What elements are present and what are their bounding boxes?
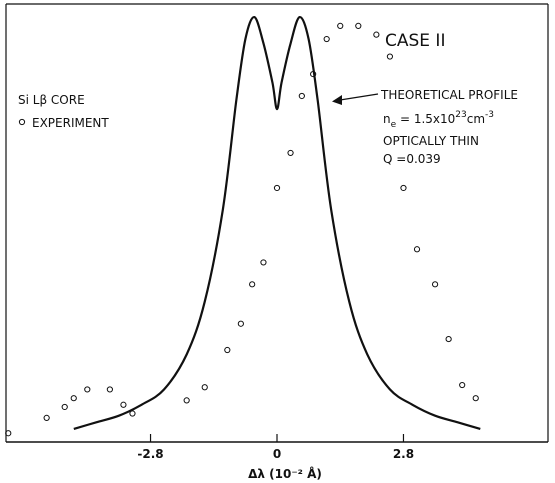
data-point [373, 31, 380, 38]
data-point [337, 22, 344, 29]
density-sub: e [391, 120, 397, 130]
data-point [224, 346, 231, 354]
experiment-points [5, 22, 479, 437]
density-base: n [383, 112, 391, 126]
data-point [472, 395, 479, 402]
data-point [120, 401, 127, 408]
axes [5, 3, 549, 443]
data-point [201, 384, 208, 391]
theoretical-profile-curve [73, 16, 481, 430]
data-point [260, 259, 267, 266]
data-point [400, 184, 407, 192]
data-point [70, 395, 77, 402]
data-point [323, 35, 330, 43]
theory-label: THEORETICAL PROFILE [380, 88, 518, 102]
x-tick-label: 0 [273, 447, 281, 461]
density-unit-exp: -3 [485, 110, 494, 120]
optically-thin-label: OPTICALLY THIN [383, 134, 479, 148]
data-point [459, 381, 466, 389]
data-point [445, 335, 452, 343]
x-axis-label: Δλ (10⁻² Å) [248, 466, 322, 481]
density-label: ne = 1.5x1023cm-3 [383, 110, 494, 130]
theory-annotation-arrow [332, 93, 379, 105]
legend-marker [18, 118, 26, 126]
data-point [386, 53, 394, 60]
data-point [129, 410, 136, 417]
density-value: = 1.5x10 [396, 112, 455, 126]
data-point [183, 397, 190, 404]
density-exp: 23 [455, 110, 466, 120]
x-tick-label: -2.8 [137, 447, 163, 461]
data-point [298, 92, 305, 100]
data-point [287, 149, 294, 157]
data-point [355, 22, 362, 29]
data-point [43, 414, 50, 422]
data-point [249, 281, 256, 288]
legend-title: Si Lβ CORE [18, 93, 85, 107]
q-label: Q =0.039 [383, 152, 441, 166]
data-point [61, 403, 68, 411]
data-point [106, 386, 113, 393]
data-point [237, 320, 244, 327]
data-point [273, 184, 281, 192]
x-ticks: -2.8 0 2.8 [137, 434, 414, 461]
data-point [413, 246, 421, 253]
chart-title: CASE II [385, 31, 445, 51]
legend-label: EXPERIMENT [32, 116, 109, 130]
density-unit: cm [467, 112, 485, 126]
x-tick-label: 2.8 [393, 447, 414, 461]
data-point [84, 386, 91, 393]
data-point [5, 430, 12, 437]
data-point [431, 281, 439, 288]
